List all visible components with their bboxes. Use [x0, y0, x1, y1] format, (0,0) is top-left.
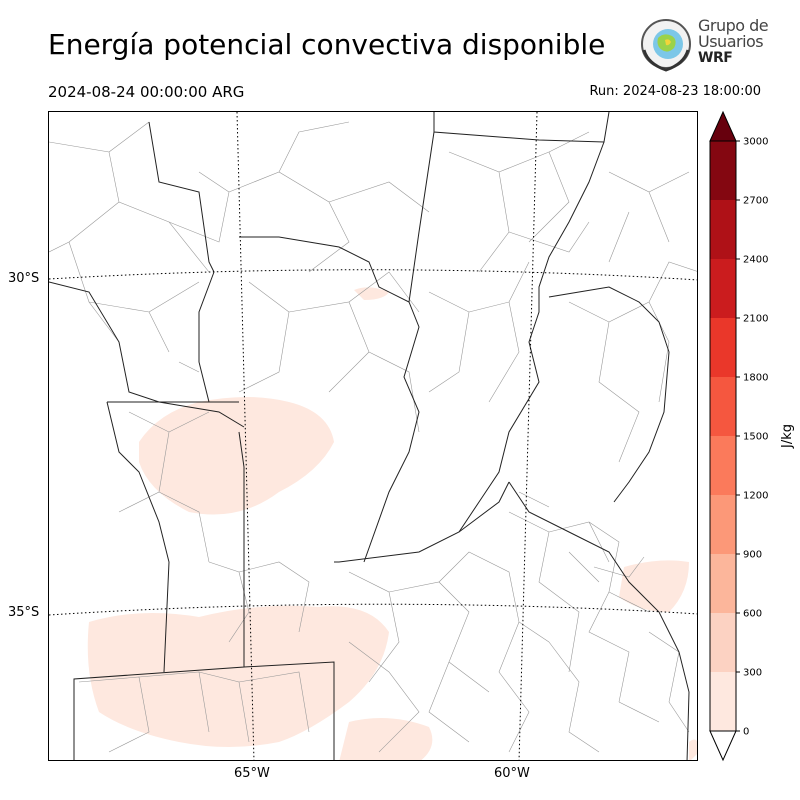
lon-label-65w: 65°W [234, 766, 270, 781]
map-canvas [49, 112, 697, 760]
colorbar-tick-label: 300 [743, 668, 762, 679]
colorbar-tick-label: 3000 [743, 137, 768, 148]
logo-line2: Usuarios [698, 32, 764, 51]
colorbar-segment [710, 495, 736, 554]
province-boundaries [49, 112, 690, 760]
logo: Grupo de Usuarios WRF [638, 16, 778, 74]
colorbar-segment [710, 141, 736, 200]
colorbar-tick-label: 900 [743, 550, 762, 561]
logo-line1: Grupo de [698, 16, 769, 35]
colorbar-segment [710, 672, 736, 731]
colorbar-segment [710, 318, 736, 377]
colorbar-tick-label: 2700 [743, 196, 768, 207]
colorbar-tick-label: 1800 [743, 373, 768, 384]
colorbar-under-arrow [709, 730, 737, 762]
colorbar-segment [710, 613, 736, 672]
map-title: Energía potencial convectiva disponible [48, 28, 606, 61]
run-time: Run: 2024-08-23 18:00:00 [589, 84, 761, 99]
colorbar-over-arrow [709, 110, 737, 142]
lat-label-30s: 30°S [8, 271, 40, 286]
colorbar-unit-label: J/kg [780, 424, 795, 449]
colorbar-segment [710, 554, 736, 613]
colorbar-tick-label: 1500 [743, 432, 768, 443]
graticule [49, 112, 697, 760]
colorbar-tick-label: 600 [743, 609, 762, 620]
globe-wreath-icon [641, 19, 691, 72]
colorbar-segment [710, 377, 736, 436]
colorbar-tick-label: 1200 [743, 491, 768, 502]
colorbar-tick-label: 0 [743, 727, 749, 738]
lat-label-35s: 35°S [8, 605, 40, 620]
colorbar-tick-label: 2400 [743, 255, 768, 266]
colorbar-segment [710, 200, 736, 259]
logo-text: Grupo de Usuarios WRF [698, 16, 769, 67]
colorbar-segment [710, 436, 736, 495]
lon-label-60w: 60°W [494, 766, 530, 781]
colorbar: 0 300 600 900 1200 1500 1800 2100 2400 2700 3000 J/… [709, 110, 795, 762]
map-area [48, 111, 698, 761]
cape-shading [87, 287, 697, 760]
colorbar-segment [710, 259, 736, 318]
valid-time: 2024-08-24 00:00:00 ARG [48, 83, 245, 101]
logo-line3: WRF [698, 50, 733, 66]
colorbar-tick-label: 2100 [743, 314, 768, 325]
